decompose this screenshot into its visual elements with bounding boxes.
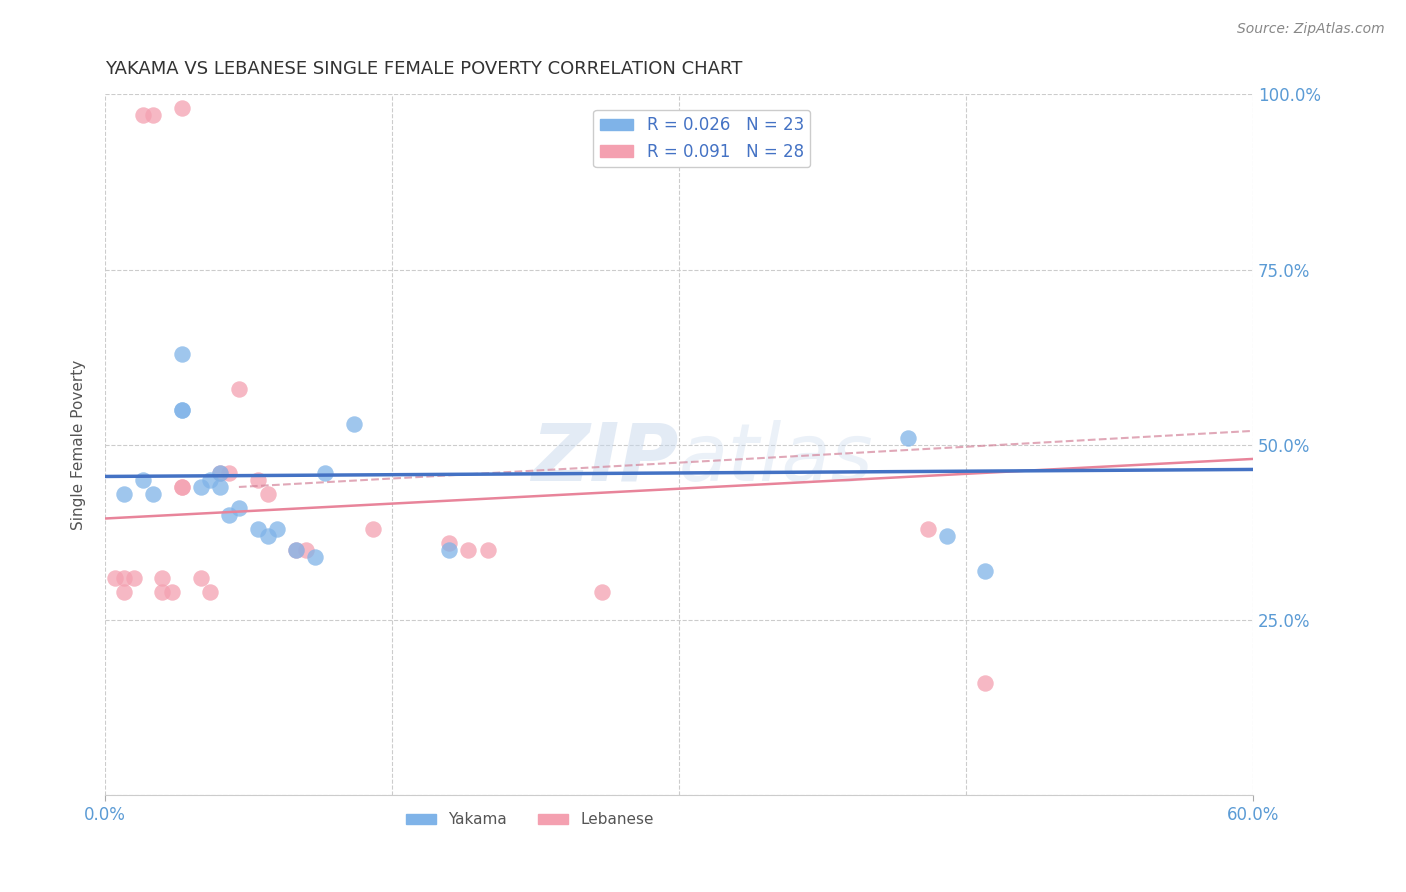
Point [285, 543, 308, 558]
Point [295, 543, 318, 558]
Point [457, 543, 479, 558]
Point [314, 466, 336, 480]
Point [361, 522, 384, 536]
Point [477, 543, 499, 558]
Point [247, 522, 270, 536]
Point [208, 466, 231, 480]
Point [170, 347, 193, 361]
Y-axis label: Single Female Poverty: Single Female Poverty [72, 359, 86, 530]
Point [150, 571, 173, 585]
Point [150, 585, 173, 599]
Point [256, 487, 278, 501]
Point [170, 402, 193, 417]
Point [132, 473, 155, 487]
Point [439, 543, 461, 558]
Point [200, 473, 222, 487]
Point [343, 417, 366, 431]
Point [974, 564, 997, 578]
Point [208, 466, 231, 480]
Point [103, 571, 125, 585]
Point [122, 571, 145, 585]
Point [266, 522, 288, 536]
Text: YAKAMA VS LEBANESE SINGLE FEMALE POVERTY CORRELATION CHART: YAKAMA VS LEBANESE SINGLE FEMALE POVERTY… [105, 60, 742, 78]
Point [142, 108, 165, 122]
Point [200, 585, 222, 599]
Point [247, 473, 270, 487]
Point [304, 550, 326, 565]
Point [170, 402, 193, 417]
Point [591, 585, 613, 599]
Point [160, 585, 183, 599]
Point [112, 585, 135, 599]
Point [170, 480, 193, 494]
Point [132, 108, 155, 122]
Text: Source: ZipAtlas.com: Source: ZipAtlas.com [1237, 22, 1385, 37]
Point [974, 676, 997, 690]
Point [256, 529, 278, 543]
Point [112, 487, 135, 501]
Point [897, 431, 920, 445]
Point [228, 501, 250, 516]
Point [112, 571, 135, 585]
Point [208, 480, 231, 494]
Point [218, 508, 240, 522]
Point [170, 102, 193, 116]
Point [439, 536, 461, 550]
Point [228, 382, 250, 396]
Point [190, 480, 212, 494]
Legend: Yakama, Lebanese: Yakama, Lebanese [399, 806, 659, 833]
Point [142, 487, 165, 501]
Text: atlas: atlas [679, 420, 873, 498]
Point [170, 480, 193, 494]
Point [935, 529, 957, 543]
Text: ZIP: ZIP [531, 420, 679, 498]
Point [218, 466, 240, 480]
Point [190, 571, 212, 585]
Point [917, 522, 939, 536]
Point [285, 543, 308, 558]
